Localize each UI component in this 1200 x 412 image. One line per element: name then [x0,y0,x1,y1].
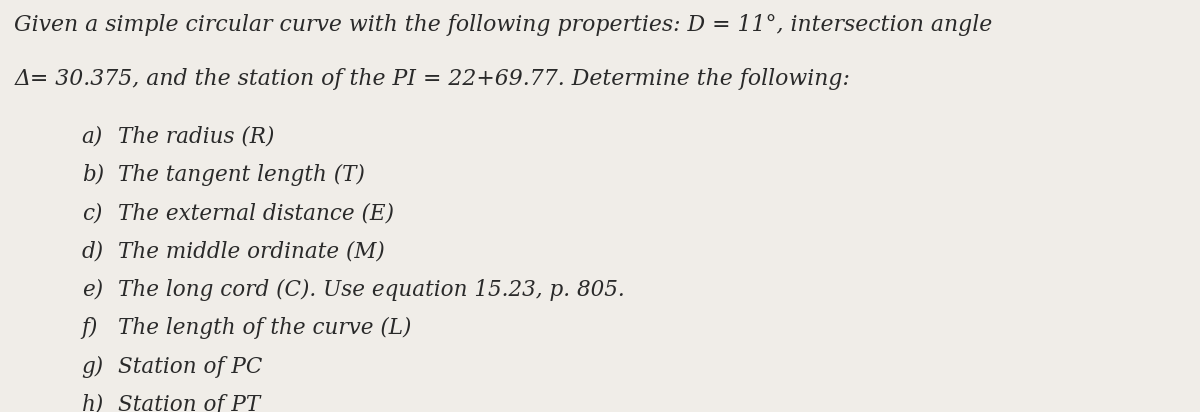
Text: b): b) [82,164,103,186]
Text: The tangent length (T): The tangent length (T) [118,164,365,186]
Text: f): f) [82,317,98,339]
Text: c): c) [82,202,102,224]
Text: The middle ordinate (M): The middle ordinate (M) [118,241,384,262]
Text: e): e) [82,279,103,301]
Text: Given a simple circular curve with the following properties: D = 11°, intersecti: Given a simple circular curve with the f… [14,14,992,36]
Text: d): d) [82,241,103,262]
Text: g): g) [82,356,103,378]
Text: The external distance (E): The external distance (E) [118,202,394,224]
Text: The radius (R): The radius (R) [118,126,274,147]
Text: The long cord (C). Use equation 15.23, p. 805.: The long cord (C). Use equation 15.23, p… [118,279,624,301]
Text: h): h) [82,394,104,412]
Text: The length of the curve (L): The length of the curve (L) [118,317,410,339]
Text: Station of PC: Station of PC [118,356,262,377]
Text: Station of PT: Station of PT [118,394,260,412]
Text: a): a) [82,126,103,147]
Text: Δ= 30.375, and the station of the PI = 22+69.77. Determine the following:: Δ= 30.375, and the station of the PI = 2… [14,68,851,90]
